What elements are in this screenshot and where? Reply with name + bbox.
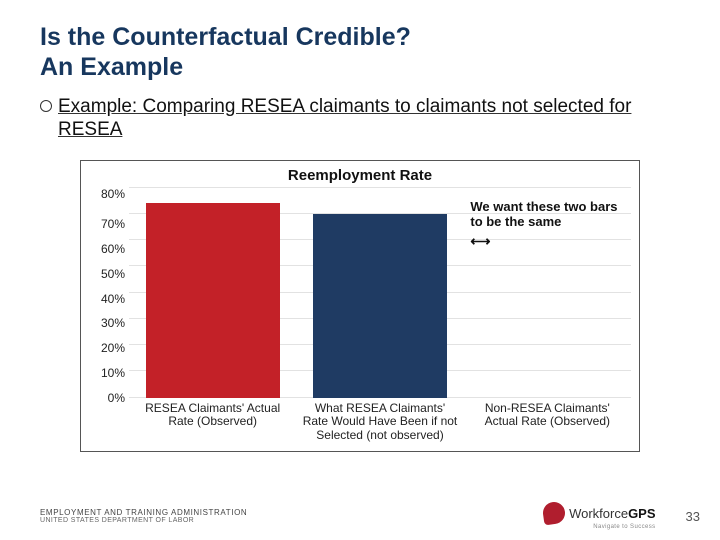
chart-title: Reemployment Rate: [89, 167, 631, 184]
slide-title: Is the Counterfactual Credible? An Examp…: [40, 22, 680, 82]
y-tick: 30%: [89, 317, 125, 329]
x-axis-labels: RESEA Claimants' Actual Rate (Observed) …: [129, 402, 631, 443]
logo-sub: Navigate to Success: [543, 524, 655, 530]
bar-cell: [296, 188, 463, 398]
chart-annotation: We want these two bars to be the same ⟷: [470, 200, 620, 250]
y-tick: 80%: [89, 188, 125, 200]
bullet-row: Example: Comparing RESEA claimants to cl…: [40, 96, 680, 142]
page-number: 33: [686, 509, 700, 524]
logo-blob-icon: [542, 501, 567, 526]
x-label: Non-RESEA Claimants' Actual Rate (Observ…: [464, 402, 631, 443]
bar-1: [313, 214, 447, 398]
plot-area: 80% 70% 60% 50% 40% 30% 20% 10% 0% We wa…: [89, 188, 631, 398]
y-tick: 70%: [89, 218, 125, 230]
logo: WorkforceGPS Navigate to Success: [543, 502, 655, 530]
y-tick: 10%: [89, 367, 125, 379]
bar-0: [146, 203, 280, 397]
bullet-marker-icon: [40, 100, 52, 112]
logo-main: Workforce: [569, 506, 628, 521]
double-arrow-icon: ⟷: [470, 233, 620, 249]
x-label: RESEA Claimants' Actual Rate (Observed): [129, 402, 296, 443]
footer-left: EMPLOYMENT AND TRAINING ADMINISTRATION U…: [40, 508, 247, 524]
bullet-text: Example: Comparing RESEA claimants to cl…: [58, 96, 680, 142]
y-tick: 20%: [89, 342, 125, 354]
y-tick: 60%: [89, 243, 125, 255]
logo-text: WorkforceGPS: [569, 506, 655, 521]
logo-row: WorkforceGPS: [543, 502, 655, 524]
footer-line-2: UNITED STATES DEPARTMENT OF LABOR: [40, 517, 247, 524]
y-tick: 0%: [89, 392, 125, 404]
footer-line-1: EMPLOYMENT AND TRAINING ADMINISTRATION: [40, 508, 247, 517]
y-axis: 80% 70% 60% 50% 40% 30% 20% 10% 0%: [89, 188, 129, 398]
y-tick: 50%: [89, 268, 125, 280]
x-label: What RESEA Claimants' Rate Would Have Be…: [296, 402, 463, 443]
slide: Is the Counterfactual Credible? An Examp…: [0, 0, 720, 540]
bar-cell: [129, 188, 296, 398]
annotation-text: We want these two bars to be the same: [470, 199, 617, 229]
chart-container: Reemployment Rate 80% 70% 60% 50% 40% 30…: [80, 160, 640, 452]
bars-region: We want these two bars to be the same ⟷: [129, 188, 631, 398]
title-line-1: Is the Counterfactual Credible? An Examp…: [40, 23, 411, 81]
footer-right: WorkforceGPS Navigate to Success 33: [543, 502, 700, 530]
logo-bold: GPS: [628, 506, 655, 521]
footer: EMPLOYMENT AND TRAINING ADMINISTRATION U…: [40, 502, 700, 530]
y-tick: 40%: [89, 293, 125, 305]
